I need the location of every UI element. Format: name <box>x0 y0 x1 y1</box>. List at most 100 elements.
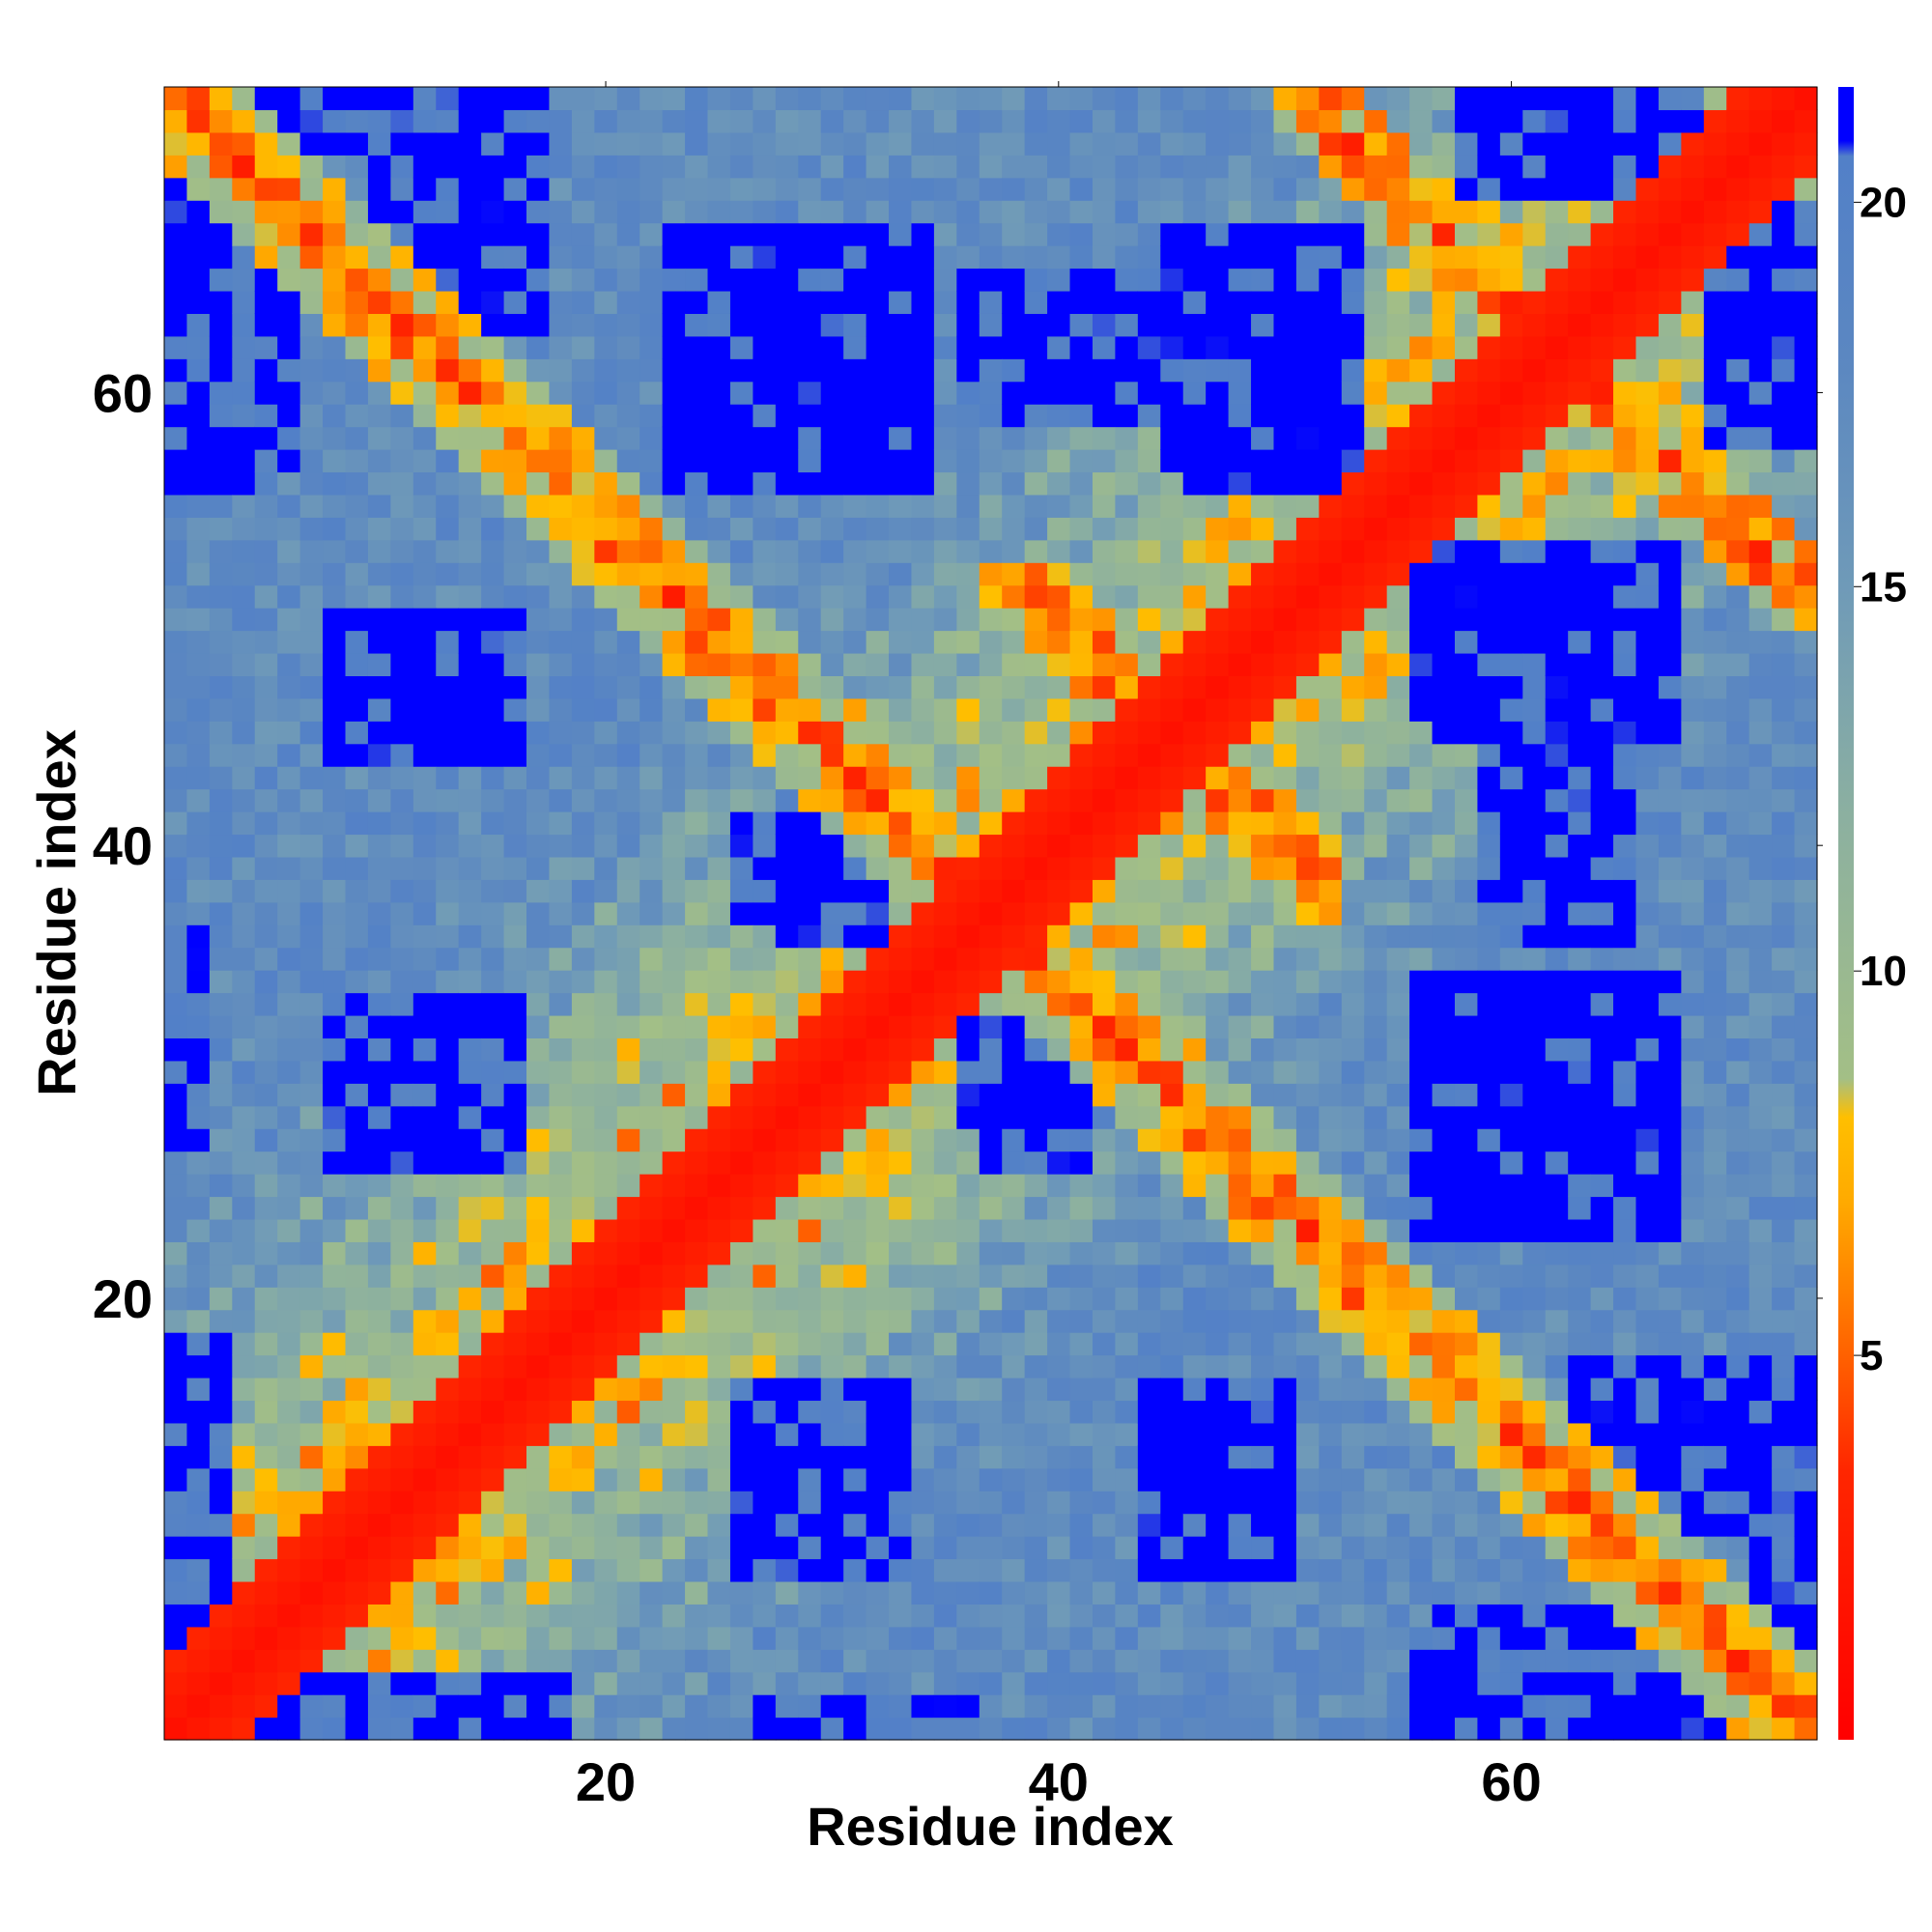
heatmap-cell <box>481 222 505 246</box>
heatmap-cell <box>662 1174 686 1198</box>
heatmap-cell <box>1024 1671 1048 1695</box>
heatmap-cell <box>1251 404 1275 428</box>
heatmap-cell <box>299 177 324 201</box>
heatmap-cell <box>1047 608 1071 632</box>
heatmap-cell <box>1273 1422 1297 1446</box>
heatmap-cell <box>1499 155 1523 179</box>
heatmap-cell <box>254 652 278 676</box>
heatmap-cell <box>323 879 347 903</box>
heatmap-cell <box>1590 652 1614 676</box>
heatmap-cell <box>616 1626 640 1650</box>
heatmap-cell <box>1681 1060 1705 1084</box>
heatmap-cell <box>1477 1174 1501 1198</box>
heatmap-cell <box>164 630 188 654</box>
heatmap-cell <box>1477 1604 1501 1628</box>
heatmap-cell <box>1341 970 1365 994</box>
heatmap-cell <box>866 562 890 586</box>
heatmap-cell <box>639 697 664 722</box>
heatmap-cell <box>1273 1604 1297 1628</box>
heatmap-cell <box>1251 471 1275 496</box>
heatmap-cell <box>753 1467 777 1492</box>
heatmap-cell <box>956 245 980 270</box>
heatmap-cell <box>820 87 844 111</box>
heatmap-cell <box>526 1354 551 1378</box>
heatmap-cell <box>277 1332 301 1356</box>
heatmap-cell <box>345 924 369 949</box>
heatmap-cell <box>503 970 527 994</box>
heatmap-cell <box>1137 652 1161 676</box>
heatmap-cell <box>753 1694 777 1719</box>
heatmap-cell <box>1658 1218 1682 1242</box>
heatmap-cell <box>1206 1196 1230 1220</box>
heatmap-cell <box>933 268 957 292</box>
heatmap-cell <box>164 924 188 949</box>
heatmap-cell <box>1295 1491 1320 1515</box>
heatmap-cell <box>1295 222 1320 246</box>
heatmap-cell <box>798 539 822 563</box>
heatmap-cell <box>1092 675 1117 699</box>
heatmap-cell <box>1635 1467 1660 1492</box>
heatmap-cell <box>707 222 731 246</box>
heatmap-cell <box>1160 1196 1184 1220</box>
heatmap-cell <box>889 879 913 903</box>
heatmap-cell <box>1386 1649 1410 1673</box>
heatmap-cell <box>1137 1151 1161 1175</box>
heatmap-cell <box>1092 1218 1117 1242</box>
heatmap-cell <box>164 1014 188 1039</box>
heatmap-cell <box>1681 1332 1705 1356</box>
heatmap-cell <box>1092 1671 1117 1695</box>
heatmap-cell <box>979 358 1003 383</box>
heatmap-cell <box>1658 1332 1682 1356</box>
heatmap-cell <box>1590 1151 1614 1175</box>
heatmap-cell <box>775 1604 799 1628</box>
heatmap-cell <box>1182 1264 1207 1288</box>
heatmap-cell <box>503 721 527 745</box>
heatmap-cell <box>481 268 505 292</box>
heatmap-cell <box>1432 471 1456 496</box>
heatmap-cell <box>889 404 913 428</box>
heatmap-cell <box>798 743 822 767</box>
heatmap-cell <box>1477 697 1501 722</box>
heatmap-cell <box>1024 1354 1048 1378</box>
heatmap-cell <box>866 697 890 722</box>
heatmap-cell <box>662 1694 686 1719</box>
heatmap-cell <box>1295 109 1320 133</box>
heatmap-cell <box>685 697 709 722</box>
heatmap-cell <box>1499 1580 1523 1605</box>
heatmap-cell <box>820 1400 844 1424</box>
heatmap-cell <box>571 1717 595 1741</box>
heatmap-cell <box>186 834 211 858</box>
heatmap-cell <box>1047 177 1071 201</box>
heatmap-cell <box>186 1196 211 1220</box>
heatmap-cell <box>775 901 799 925</box>
heatmap-cell <box>1568 1128 1592 1152</box>
heatmap-cell <box>1522 1309 1547 1333</box>
heatmap-cell <box>299 1037 324 1062</box>
heatmap-cell <box>1454 1694 1479 1719</box>
heatmap-cell <box>1477 426 1501 450</box>
heatmap-cell <box>1703 1558 1727 1582</box>
heatmap-cell <box>526 1264 551 1288</box>
heatmap-cell <box>1024 1649 1048 1673</box>
heatmap-cell <box>503 834 527 858</box>
heatmap-cell <box>956 697 980 722</box>
heatmap-cell <box>1069 834 1094 858</box>
heatmap-cell <box>1024 268 1048 292</box>
heatmap-cell <box>1499 358 1523 383</box>
heatmap-cell <box>1137 608 1161 632</box>
heatmap-cell <box>345 245 369 270</box>
heatmap-cell <box>1182 200 1207 224</box>
heatmap-cell <box>911 313 935 337</box>
heatmap-cell <box>1432 675 1456 699</box>
heatmap-cell <box>412 1196 437 1220</box>
heatmap-cell <box>1047 1400 1071 1424</box>
heatmap-cell <box>729 924 753 949</box>
heatmap-cell <box>1047 426 1071 450</box>
heatmap-cell <box>1454 177 1479 201</box>
heatmap-cell <box>1635 675 1660 699</box>
heatmap-cell <box>254 879 278 903</box>
heatmap-cell <box>503 1649 527 1673</box>
heatmap-cell <box>390 1128 414 1152</box>
heatmap-cell <box>1228 721 1252 745</box>
heatmap-cell <box>1635 335 1660 359</box>
